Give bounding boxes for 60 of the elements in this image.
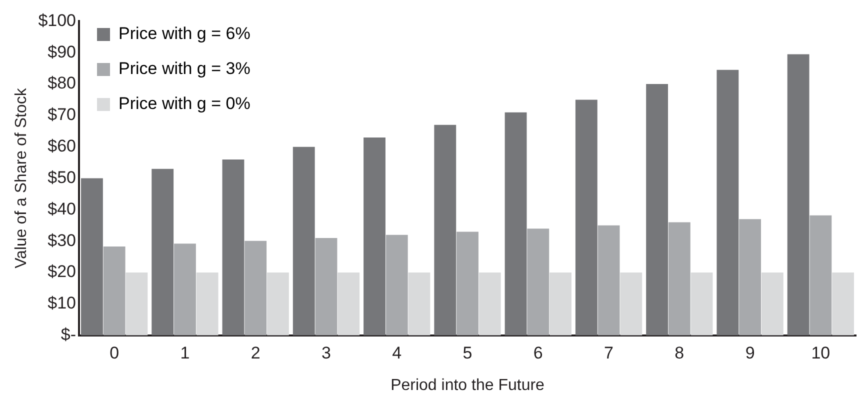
bar [267, 272, 289, 336]
bar [739, 219, 762, 336]
bar [716, 70, 739, 336]
bar [222, 159, 244, 336]
x-tick-label: 3 [322, 343, 331, 362]
x-tick-label: 10 [811, 343, 830, 362]
y-tick-label: $60 [48, 136, 76, 156]
bar [598, 225, 620, 336]
x-tick-label: 8 [674, 343, 684, 362]
bar [338, 272, 360, 336]
x-tick-label: 9 [745, 343, 755, 362]
x-tick-label: 2 [250, 343, 260, 362]
y-tick-label: $70 [48, 105, 76, 124]
bar [456, 232, 478, 336]
legend-label: Price with g = 3% [118, 59, 250, 78]
bar [244, 240, 267, 336]
y-tick-label: $10 [48, 294, 76, 313]
bar [832, 272, 854, 336]
y-tick-label: $40 [48, 199, 76, 218]
bar [196, 272, 218, 336]
bar [152, 168, 174, 336]
bar [478, 272, 501, 336]
bar [292, 146, 315, 336]
x-tick-label: 7 [604, 343, 614, 362]
bar [386, 234, 408, 336]
bar [434, 124, 456, 336]
bar [761, 272, 784, 336]
y-tick-label: $20 [48, 262, 76, 282]
bar [668, 222, 690, 336]
bar [575, 100, 598, 336]
y-tick-label: $50 [48, 168, 76, 187]
x-tick-label: 1 [180, 343, 190, 362]
bar [810, 215, 832, 336]
bar [620, 272, 642, 336]
bar [646, 84, 668, 336]
y-tick-label: $100 [38, 10, 76, 30]
y-tick-label: $90 [48, 42, 76, 62]
bar [103, 246, 126, 336]
x-tick-label: 4 [392, 343, 402, 362]
bar [408, 272, 430, 336]
bar [504, 112, 527, 336]
x-tick-label: 6 [533, 343, 543, 362]
bar [690, 272, 713, 336]
bar [174, 244, 196, 336]
y-tick-label: $- [60, 325, 76, 344]
bar [550, 272, 572, 336]
bar [787, 54, 810, 336]
y-axis-title: Value of a Share of Stock [13, 87, 30, 268]
bar [126, 272, 148, 336]
y-tick-label: $80 [48, 74, 76, 93]
bar [315, 238, 338, 336]
x-axis-title: Period into the Future [390, 376, 545, 394]
bar [81, 178, 103, 336]
x-tick-label: 0 [110, 343, 120, 362]
bar [527, 228, 550, 336]
x-tick-label: 5 [462, 343, 472, 362]
bar [364, 137, 386, 336]
y-tick-label: $30 [48, 230, 76, 250]
legend-label: Price with g = 6% [118, 24, 250, 44]
legend-label: Price with g = 0% [118, 94, 250, 114]
